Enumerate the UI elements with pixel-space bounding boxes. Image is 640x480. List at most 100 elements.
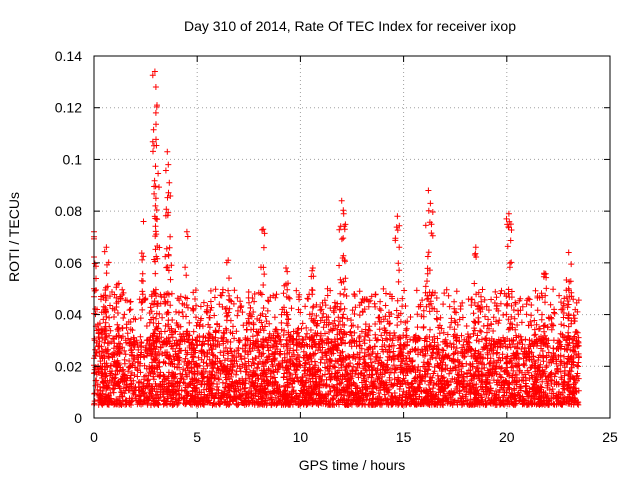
data-point [333, 384, 339, 391]
data-point [233, 379, 240, 386]
data-point [557, 352, 564, 359]
data-point [281, 382, 287, 389]
data-point [365, 326, 372, 333]
data-point [497, 386, 503, 393]
data-point [547, 371, 554, 377]
data-point [392, 394, 399, 401]
data-point [425, 187, 432, 194]
data-point [98, 372, 105, 379]
data-point [571, 385, 578, 392]
data-point [531, 390, 538, 397]
data-point [456, 338, 463, 345]
data-point [482, 335, 489, 342]
data-point [113, 396, 120, 403]
data-point [202, 368, 209, 375]
data-point [186, 343, 193, 349]
data-point [506, 386, 513, 393]
data-point [234, 294, 241, 301]
data-point [533, 377, 540, 384]
data-point [284, 268, 291, 275]
data-point [504, 243, 511, 250]
data-point [568, 368, 575, 375]
data-point [568, 401, 575, 408]
data-point [284, 379, 291, 386]
data-point [477, 377, 483, 384]
data-point [419, 400, 426, 407]
data-point [145, 396, 152, 403]
data-point [296, 361, 303, 368]
data-point [163, 245, 170, 252]
data-point [532, 287, 539, 294]
data-point [283, 265, 289, 271]
data-point [555, 380, 562, 387]
data-point [150, 126, 157, 133]
data-point [239, 345, 246, 352]
data-point [145, 350, 152, 357]
data-point [506, 373, 513, 380]
data-point [286, 370, 293, 377]
data-point [346, 339, 353, 346]
data-point [300, 348, 307, 355]
data-point [339, 386, 346, 393]
data-point [420, 323, 427, 330]
data-point [309, 291, 316, 298]
data-point [496, 363, 503, 370]
data-point [181, 358, 188, 365]
data-point [129, 352, 136, 358]
data-point [376, 357, 383, 364]
data-point [350, 379, 357, 386]
data-point [233, 400, 240, 407]
data-point [214, 341, 221, 348]
data-point [341, 392, 348, 399]
data-point [260, 367, 267, 374]
data-point [249, 333, 256, 340]
data-point [166, 379, 173, 386]
data-point [152, 392, 159, 398]
data-point [321, 393, 328, 400]
data-point [343, 363, 349, 370]
data-point [386, 321, 393, 327]
data-point [91, 398, 98, 405]
data-point [236, 392, 243, 399]
data-point [543, 362, 550, 369]
data-point [153, 121, 159, 128]
data-point [280, 290, 287, 297]
data-point [507, 260, 513, 267]
data-point [139, 270, 146, 277]
data-point [91, 260, 98, 267]
data-point [231, 287, 238, 294]
data-point [451, 298, 458, 305]
data-point [336, 262, 343, 269]
data-point [395, 374, 402, 381]
data-point [493, 294, 500, 301]
data-point [207, 298, 214, 305]
data-point [385, 389, 392, 396]
data-point [106, 314, 113, 321]
data-point [208, 371, 215, 378]
data-point [153, 355, 160, 362]
data-point [356, 312, 363, 319]
data-point [278, 319, 285, 326]
data-point [166, 179, 173, 186]
data-point [110, 345, 117, 352]
data-point [438, 355, 445, 362]
data-point [472, 244, 479, 251]
data-point [209, 365, 216, 372]
data-point [269, 383, 276, 390]
data-point [400, 388, 407, 395]
data-point [575, 387, 582, 394]
data-point [317, 397, 324, 403]
data-point [364, 386, 371, 393]
data-point [340, 291, 347, 298]
data-point [172, 388, 179, 395]
data-point [372, 331, 379, 338]
data-point [184, 233, 191, 240]
data-point [139, 306, 146, 313]
data-point [111, 314, 117, 320]
data-point [126, 307, 133, 314]
data-point [305, 296, 312, 302]
data-point [102, 399, 109, 406]
data-point [485, 316, 492, 323]
data-point [484, 351, 491, 358]
data-point [574, 362, 581, 369]
